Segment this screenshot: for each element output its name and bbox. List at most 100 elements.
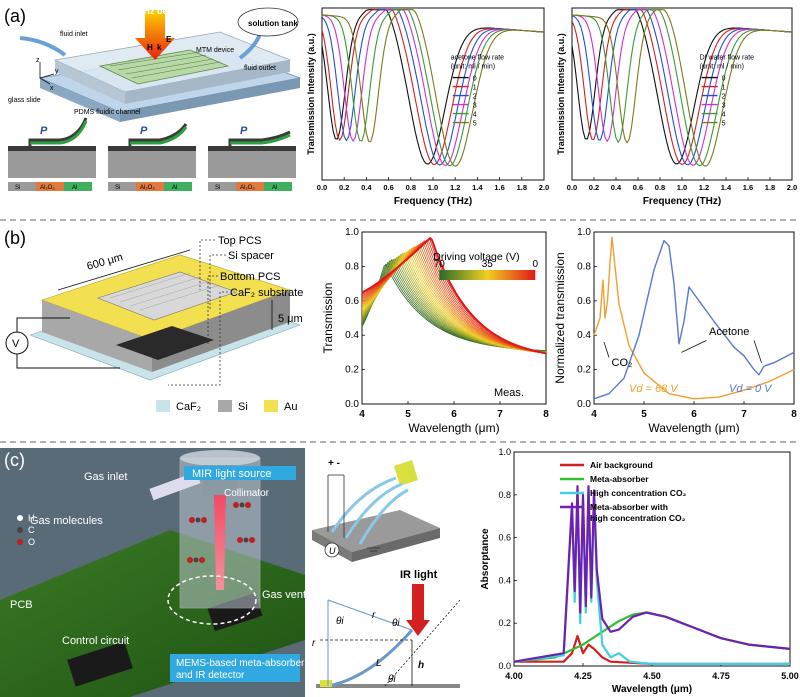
x-tick-label: 0.4 (611, 183, 622, 192)
pdms-channel-label: PDMS fluidic channel (74, 109, 141, 116)
legend-label-0: 0 (473, 76, 477, 83)
mems-label-box (170, 654, 300, 682)
x-tick-label: 4.75 (712, 671, 730, 681)
panel-label-a: (a) (4, 6, 26, 26)
legend-label-68v: Vd = 68 V (629, 383, 679, 395)
series-line-4 (571, 9, 793, 167)
legend-c: C (28, 525, 35, 535)
series-line-1 (571, 9, 793, 166)
ir-light-label: IR light (400, 569, 438, 581)
series-line-3 (513, 485, 791, 663)
series-line-4 (321, 9, 545, 167)
bottom-pcs-label: Bottom PCS (220, 271, 281, 283)
colorbar (439, 270, 536, 280)
x-axis-label: Wavelength (μm) (408, 421, 499, 435)
legend-label-2: 2 (722, 94, 726, 101)
legend-label-3: 3 (722, 103, 726, 110)
pressure-label-2: P (140, 125, 148, 137)
plot-frame (513, 451, 791, 667)
pdms-edge-left (55, 60, 125, 104)
theta-label-1: θi (336, 616, 344, 627)
tunable-filter-schematic: V 600 μm 5 μm Top PCS Si spacer Bottom P… (5, 235, 303, 413)
plus-minus-label: + - (328, 458, 340, 469)
top-pcs-label: Top PCS (218, 235, 261, 247)
series-line-0 (514, 634, 790, 666)
mir-source-label: MIR light source (192, 468, 271, 480)
bottom-pcs (116, 326, 214, 360)
x-tick-label: 1.4 (721, 183, 732, 192)
glass-slide-edge-right (120, 78, 300, 122)
x-tick-label: 5.00 (781, 671, 799, 681)
cross-section-1: P Si Al₂O₃ Al (8, 117, 96, 191)
axis-y-label: y (55, 68, 59, 75)
material-al2o3-2: Al₂O₃ (140, 185, 155, 191)
legend-swatch-au (264, 400, 278, 412)
cross-section-2: P Si Al₂O₃ Al (108, 123, 196, 191)
pcb-label: PCB (10, 599, 33, 611)
mir-source-box (184, 466, 296, 480)
series-line-0 (593, 236, 795, 400)
theta-label-3: θi (388, 674, 396, 685)
bending-geometry-diagram: IR light θi θi θi r r L h (312, 569, 461, 688)
x-tick-label: 1.2 (699, 183, 709, 192)
x-tick-label: 6 (451, 409, 457, 420)
axis-z-label: z (36, 57, 40, 64)
h-field-label: H (147, 43, 153, 52)
legend-label-5: 5 (722, 121, 726, 128)
meter-label: U (329, 546, 336, 556)
colorbar-tick: 35 (482, 259, 494, 270)
control-circuit-label: Control circuit (62, 635, 129, 647)
colorbar-tick: 0 (532, 259, 538, 270)
legend-label-1: 1 (722, 85, 726, 92)
y-tick-label: 0.4 (577, 330, 591, 341)
solution-tank (237, 7, 299, 37)
x-tick-label: 8 (791, 409, 797, 420)
x-tick-label: 4.50 (643, 671, 661, 681)
coordinate-axes (39, 62, 55, 85)
y-tick-label: 0.8 (345, 261, 359, 272)
e-field-label: E (166, 35, 172, 44)
gas-molecules-label: Gas molecules (30, 515, 103, 527)
y-tick-label: 0.8 (577, 261, 591, 272)
material-al-2: Al (172, 185, 177, 191)
acetone-pointer-2 (753, 340, 762, 363)
series-line-5 (321, 9, 545, 167)
x-axis-label: Frequency (THz) (394, 196, 472, 207)
co2-annotation: CO₂ (612, 357, 633, 369)
legend-label-3-line2: high concentration CO₂ (590, 513, 686, 523)
mems-label-line1: MEMS-based meta-absorber (176, 658, 305, 669)
legend-label-1: Meta-absorber (590, 474, 649, 484)
legend-label-2: 2 (473, 94, 477, 101)
legend-si: Si (238, 401, 248, 413)
y-tick-label: 1.0 (345, 227, 359, 238)
panel-label-c: (c) (4, 450, 25, 470)
x-tick-label: 6 (691, 409, 697, 420)
mtm-device (98, 49, 230, 85)
microfluidic-device-schematic: THz beam fluid inlet solution tank MTM d… (8, 6, 302, 122)
gas-vent-label: Gas vent (262, 589, 306, 601)
cantilever-detector-schematic: + - U (312, 458, 440, 562)
legend-o: O (28, 537, 35, 547)
material-si-2: Si (115, 185, 120, 191)
material-si-3: Si (215, 185, 220, 191)
legend-h: H (28, 513, 35, 523)
top-pcs (97, 271, 237, 321)
y-tick-label: 0.0 (498, 661, 511, 671)
mtm-device-label: MTM device (196, 47, 234, 54)
legend-label-3-line1: Meta-absorber with (590, 502, 668, 512)
legend-title: acetone flow rate (451, 55, 504, 62)
legend-dot-c (17, 527, 23, 533)
radius-label-left: r (312, 638, 316, 649)
x-tick-label: 1.2 (450, 183, 460, 192)
pressure-label-1: P (40, 125, 48, 137)
y-tick-label: 1.0 (498, 447, 511, 457)
x-tick-label: 8 (543, 409, 549, 420)
legend-label-0: 0 (722, 76, 726, 83)
gas-sensor-render: (c) Gas inlet MIR light source Collimato… (0, 448, 306, 697)
x-tick-label: 0.2 (589, 183, 599, 192)
x-tick-label: 0.2 (339, 183, 349, 192)
bent-cantilever (327, 629, 414, 688)
acetone-annotation: Acetone (709, 326, 749, 338)
y-tick-label: 0.6 (577, 296, 591, 307)
